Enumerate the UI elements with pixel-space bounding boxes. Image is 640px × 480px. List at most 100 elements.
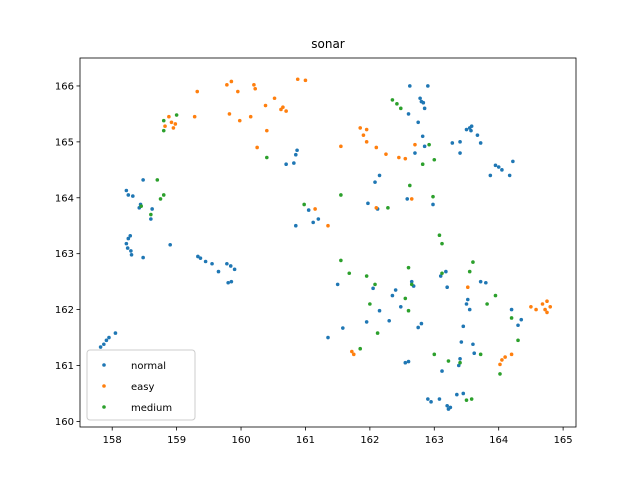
easy-point [361, 133, 366, 137]
normal-point [437, 397, 442, 401]
easy-point [509, 352, 514, 357]
normal-point [293, 152, 298, 157]
medium-point [364, 274, 369, 278]
normal-point [467, 307, 472, 312]
easy-point [253, 86, 258, 91]
easy-point [255, 145, 259, 150]
normal-point [210, 261, 214, 266]
normal-point [418, 96, 422, 101]
easy-point [529, 305, 533, 309]
legend: normal easy medium [86, 349, 196, 421]
medium-point [347, 271, 352, 276]
medium-point [161, 193, 166, 197]
normal-point [131, 194, 135, 198]
easy-point [171, 126, 176, 130]
normal-point [373, 180, 377, 184]
easy-point [548, 305, 553, 309]
normal-point [387, 318, 391, 323]
normal-point [364, 320, 369, 324]
medium-point [432, 157, 437, 162]
normal-point [408, 84, 412, 88]
normal-point [316, 217, 321, 221]
medium-point [478, 352, 483, 357]
normal-point [107, 335, 111, 340]
normal-point [413, 151, 417, 155]
normal-point [284, 162, 288, 167]
medium-point [471, 260, 475, 264]
medium-point [155, 178, 160, 182]
normal-point [419, 99, 424, 104]
easy-point [252, 83, 256, 87]
medium-point [161, 128, 166, 133]
normal-point [128, 233, 133, 238]
normal-point [464, 302, 469, 306]
normal-point [293, 223, 298, 228]
easy-point [303, 78, 308, 83]
medium-point [408, 183, 412, 188]
normal-point [444, 269, 448, 274]
easy-point [540, 302, 545, 306]
easy-point [374, 145, 379, 150]
normal-point [431, 202, 435, 207]
normal-point [422, 106, 427, 111]
medium-point [390, 98, 395, 102]
medium-point [265, 155, 269, 160]
easy-point [543, 307, 547, 312]
legend-label-medium: medium [131, 403, 172, 414]
normal-point [228, 264, 233, 268]
normal-point [422, 144, 427, 149]
normal-point [196, 254, 200, 259]
series-medium [139, 98, 520, 402]
easy-point [498, 362, 502, 367]
medium-point [509, 316, 514, 320]
normal-point [488, 173, 493, 178]
easy-point [167, 114, 171, 119]
y-tick-label: 166 [55, 81, 74, 92]
easy-point [465, 285, 470, 290]
medium-point [498, 372, 502, 376]
normal-point [426, 84, 430, 88]
medium-point [437, 233, 442, 238]
normal-point [393, 288, 398, 292]
medium-point [368, 302, 372, 306]
medium-point [406, 265, 411, 270]
normal-point [390, 293, 395, 298]
easy-point [397, 155, 401, 160]
normal-point [426, 397, 430, 401]
x-tick-label: 164 [489, 435, 508, 446]
y-tick-label: 162 [55, 305, 74, 316]
medium-point [420, 162, 425, 167]
normal-point [519, 317, 524, 322]
medium-point [493, 293, 498, 298]
normal-point [226, 280, 230, 285]
normal-point [295, 148, 299, 153]
normal-point [232, 267, 237, 272]
x-tick-label: 158 [103, 435, 122, 446]
legend-marker-medium [102, 405, 106, 409]
normal-point [461, 391, 466, 396]
series-easy [163, 77, 553, 367]
normal-point [326, 335, 330, 340]
normal-point [102, 342, 106, 347]
normal-point [126, 236, 131, 241]
y-tick-label: 163 [55, 249, 74, 260]
medium-point [386, 206, 390, 210]
normal-point [461, 324, 466, 329]
medium-point [139, 204, 143, 208]
normal-point [341, 326, 345, 330]
easy-point [409, 197, 414, 201]
y-tick-label: 160 [55, 417, 74, 428]
normal-point [203, 259, 208, 264]
easy-point [225, 83, 229, 87]
normal-point [377, 308, 382, 313]
normal-point [406, 359, 411, 364]
easy-point [272, 96, 277, 101]
normal-point [459, 340, 464, 344]
normal-point [198, 256, 203, 260]
easy-point [534, 307, 538, 312]
easy-point [403, 156, 408, 161]
medium-point [440, 241, 444, 246]
easy-point [284, 109, 288, 113]
easy-point [248, 114, 253, 119]
